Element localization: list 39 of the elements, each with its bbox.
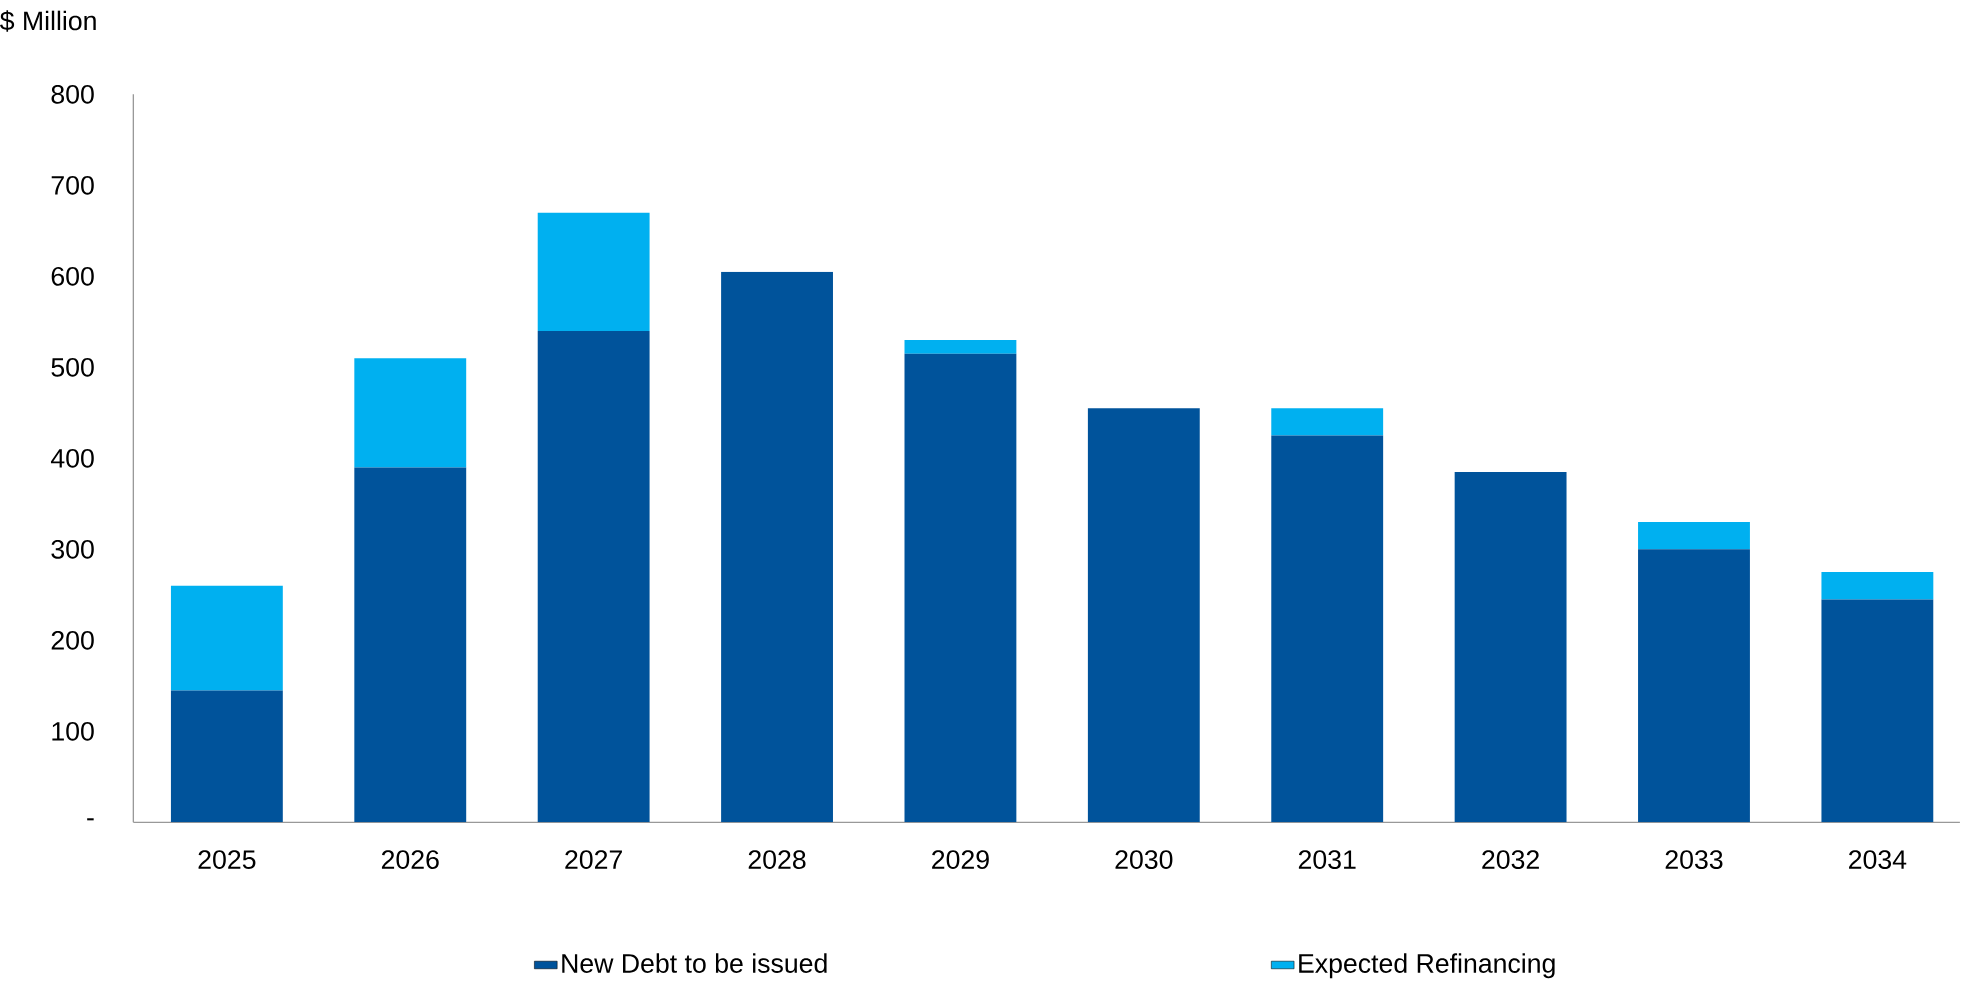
bar: [354, 467, 467, 823]
y-tick-label: 400: [50, 448, 94, 468]
bar: [1821, 599, 1934, 823]
bar: [1271, 408, 1384, 436]
y-axis-title: $ Million: [0, 10, 96, 32]
bar: [1821, 572, 1934, 600]
bar: [1454, 471, 1567, 823]
x-tick-label: 2032: [1482, 850, 1539, 870]
bar: [354, 358, 467, 468]
bar: [1087, 408, 1200, 823]
bar: [1638, 522, 1750, 550]
y-tick-label: 500: [51, 357, 94, 377]
x-tick-label: 2027: [565, 850, 622, 870]
legend-label: Expected Refinancing: [1299, 953, 1555, 979]
x-tick-label: 2031: [1298, 850, 1356, 870]
bar: [170, 585, 283, 691]
x-tick-label: 2029: [932, 850, 989, 870]
bar: [721, 271, 833, 823]
bar: [1271, 435, 1384, 823]
bar: [904, 340, 1017, 354]
bar: [904, 353, 1017, 823]
x-tick-label: 2025: [198, 850, 256, 870]
bar: [537, 212, 650, 331]
y-tick-label: 100: [52, 721, 94, 741]
y-tick-label: 200: [51, 630, 94, 650]
x-tick-label: 2028: [748, 850, 806, 870]
bar: [537, 330, 650, 823]
y-tick-label: -: [87, 818, 94, 821]
x-tick-label: 2033: [1665, 850, 1723, 870]
y-tick-label: 300: [51, 539, 94, 559]
y-tick-label: 600: [51, 266, 94, 286]
x-tick-label: 2026: [381, 850, 439, 870]
x-tick-label: 2034: [1849, 850, 1907, 870]
y-tick-label: 700: [51, 175, 94, 195]
x-tick-label: 2030: [1115, 850, 1173, 870]
y-tick-label: 800: [51, 84, 94, 104]
bar: [170, 690, 283, 823]
legend-label: New Debt to be issued: [562, 953, 827, 973]
bar: [1638, 549, 1750, 823]
